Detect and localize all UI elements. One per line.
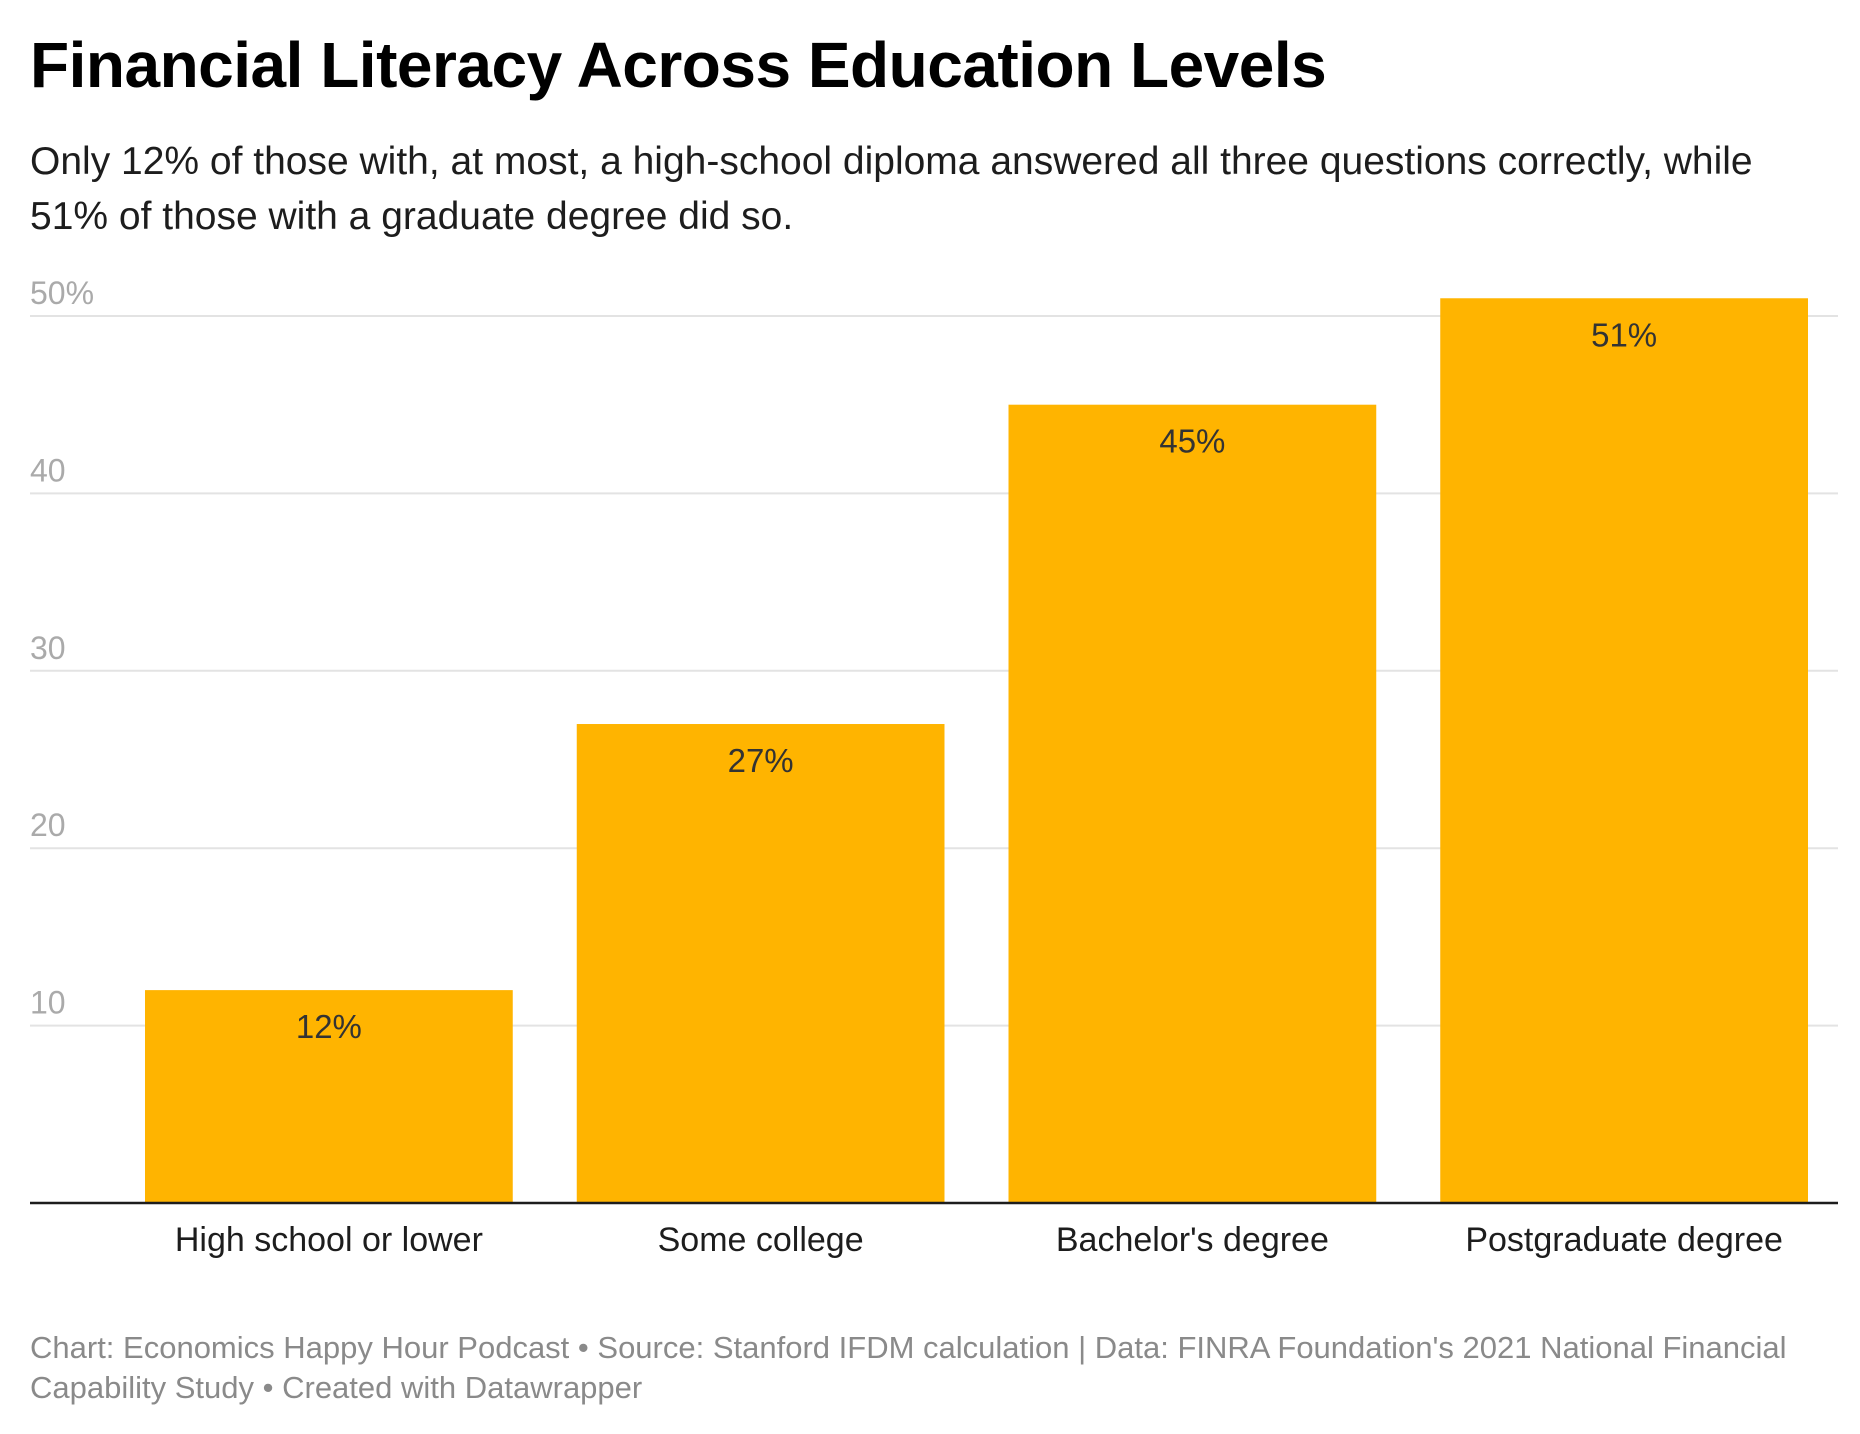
chart-title: Financial Literacy Across Education Leve… <box>30 29 1327 101</box>
x-category-label: High school or lower <box>175 1221 483 1259</box>
data-label: 12% <box>296 1008 362 1045</box>
y-tick-label: 30 <box>30 630 66 666</box>
data-label: 45% <box>1159 423 1225 460</box>
x-category-label: Postgraduate degree <box>1465 1221 1783 1259</box>
y-tick-label: 50% <box>30 275 94 311</box>
bars <box>145 298 1808 1203</box>
y-tick-label: 10 <box>30 985 66 1021</box>
footer-separator: • <box>569 1330 598 1365</box>
chart-subtitle: Only 12% of those with, at most, a high-… <box>30 140 1753 238</box>
footer-chart-credit: Chart: Economics Happy Hour Podcast <box>30 1330 570 1365</box>
footer-separator: • <box>254 1370 283 1405</box>
footer-created-with: Created with Datawrapper <box>282 1370 643 1405</box>
bar <box>145 990 513 1203</box>
y-tick-label: 20 <box>30 807 66 843</box>
footer-source: Source: Stanford IFDM calculation | Data… <box>30 1330 1787 1405</box>
bar <box>1440 298 1808 1203</box>
bar <box>1008 404 1377 1203</box>
bar <box>576 724 945 1203</box>
labels: 10 20 30 40 50% 12% High school or lower 27% Som… <box>30 275 1783 1259</box>
x-category-label: Some college <box>658 1221 864 1259</box>
chart-footer: Chart: Economics Happy Hour Podcast • So… <box>30 1328 1830 1408</box>
data-label: 51% <box>1591 316 1657 353</box>
data-label: 27% <box>728 742 794 779</box>
y-tick-label: 40 <box>30 452 66 488</box>
x-category-label: Bachelor's degree <box>1056 1221 1329 1259</box>
